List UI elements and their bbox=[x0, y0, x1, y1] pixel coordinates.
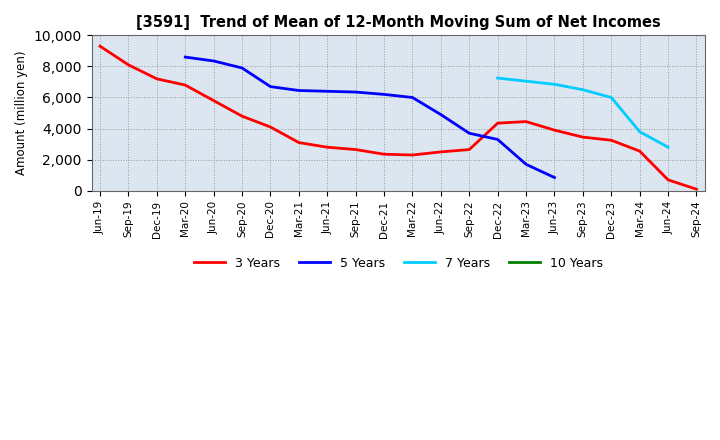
3 Years bbox=[664, 177, 672, 183]
3 Years bbox=[153, 76, 161, 81]
3 Years bbox=[379, 152, 388, 157]
3 Years bbox=[522, 119, 531, 124]
3 Years bbox=[493, 121, 502, 126]
3 Years bbox=[210, 98, 218, 103]
3 Years bbox=[579, 135, 588, 140]
3 Years bbox=[635, 148, 644, 154]
3 Years bbox=[692, 187, 701, 192]
3 Years bbox=[294, 140, 303, 145]
3 Years bbox=[266, 125, 275, 130]
3 Years bbox=[436, 149, 445, 154]
3 Years bbox=[181, 82, 189, 88]
Title: [3591]  Trend of Mean of 12-Month Moving Sum of Net Incomes: [3591] Trend of Mean of 12-Month Moving … bbox=[136, 15, 661, 30]
3 Years bbox=[96, 44, 104, 49]
3 Years bbox=[550, 128, 559, 133]
Line: 3 Years: 3 Years bbox=[100, 46, 696, 189]
3 Years bbox=[323, 145, 332, 150]
Legend: 3 Years, 5 Years, 7 Years, 10 Years: 3 Years, 5 Years, 7 Years, 10 Years bbox=[189, 252, 608, 275]
3 Years bbox=[465, 147, 474, 152]
3 Years bbox=[238, 114, 246, 119]
3 Years bbox=[408, 152, 417, 158]
3 Years bbox=[124, 62, 132, 67]
3 Years bbox=[351, 147, 360, 152]
3 Years bbox=[607, 138, 616, 143]
Y-axis label: Amount (million yen): Amount (million yen) bbox=[15, 51, 28, 175]
